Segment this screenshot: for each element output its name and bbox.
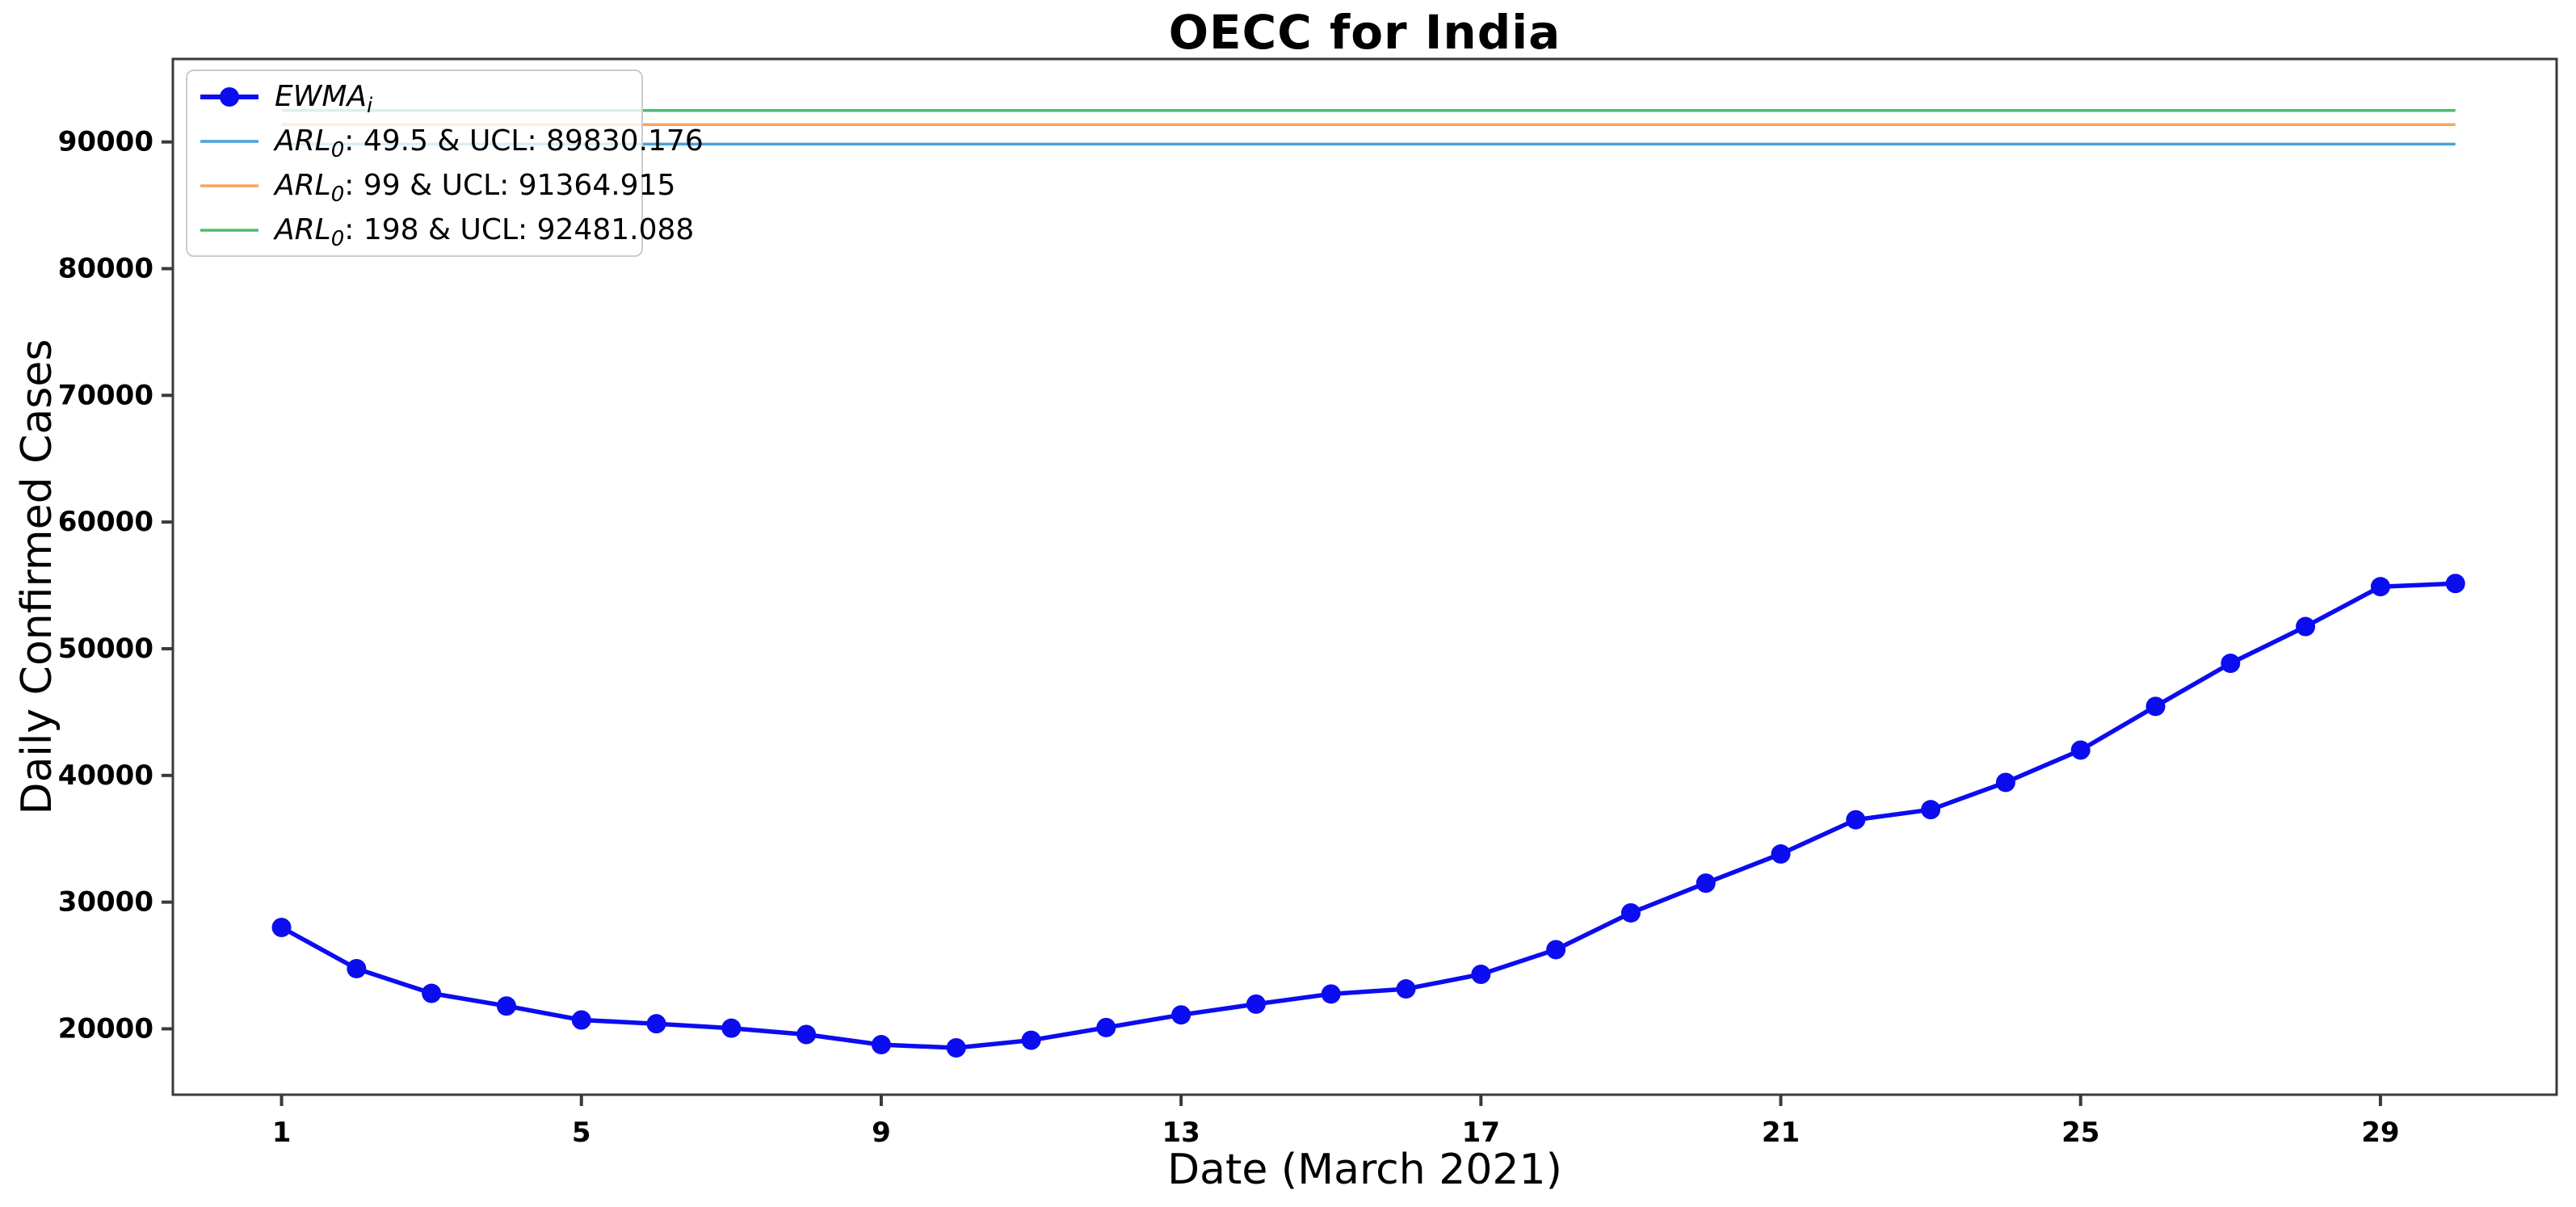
ewma-point xyxy=(422,983,442,1003)
chart-title: OECC for India xyxy=(1168,5,1561,60)
ewma-point xyxy=(271,917,292,937)
ewma-point xyxy=(1546,940,1566,960)
ewma-point xyxy=(1921,800,1941,820)
legend-line-icon xyxy=(200,228,258,232)
ewma-point xyxy=(2145,696,2166,717)
ewma-point xyxy=(871,1035,891,1055)
ewma-point xyxy=(2370,577,2390,597)
legend-entry-ucl-99: ARL0: 99 & UCL: 91364.915 xyxy=(187,164,675,208)
x-tick-label: 5 xyxy=(572,1117,591,1149)
ewma-point xyxy=(721,1018,742,1038)
legend-label: ARL0: 99 & UCL: 91364.915 xyxy=(275,169,676,207)
ewma-point xyxy=(1096,1017,1116,1037)
ewma-point xyxy=(1021,1030,1041,1050)
legend-label: EWMAi xyxy=(275,80,373,118)
ewma-point xyxy=(946,1037,966,1058)
ewma-point xyxy=(347,958,367,978)
ewma-point xyxy=(1995,772,2015,793)
y-axis-label: Daily Confirmed Cases xyxy=(13,339,61,815)
ewma-line xyxy=(280,581,2456,1050)
ewma-point xyxy=(1471,965,1491,985)
ewma-point xyxy=(496,996,516,1016)
y-tick-label: 80000 xyxy=(58,253,153,285)
legend-line-icon xyxy=(200,139,258,143)
ewma-point xyxy=(646,1014,666,1034)
legend-entry-ucl-49-5: ARL0: 49.5 & UCL: 89830.176 xyxy=(187,120,704,163)
x-tick-label: 17 xyxy=(1462,1117,1500,1149)
x-tick-label: 9 xyxy=(872,1117,891,1149)
ewma-point xyxy=(1321,984,1341,1004)
x-tick-label: 25 xyxy=(2061,1117,2099,1149)
legend-label: ARL0: 49.5 & UCL: 89830.176 xyxy=(275,124,704,162)
ewma-point xyxy=(2070,740,2091,760)
ewma-point xyxy=(1771,844,1791,864)
ewma-point xyxy=(2445,574,2465,594)
legend-entry-ewma: EWMAi xyxy=(187,75,641,119)
ewma-point xyxy=(1620,902,1641,923)
ewma-point xyxy=(1171,1005,1191,1025)
y-tick-label: 40000 xyxy=(58,759,153,792)
x-tick-label: 13 xyxy=(1162,1117,1200,1149)
legend-entry-ucl-198: ARL0: 198 & UCL: 92481.088 xyxy=(187,208,694,252)
y-tick-label: 60000 xyxy=(58,506,153,538)
y-tick-label: 30000 xyxy=(58,886,153,919)
ewma-point xyxy=(1246,994,1266,1014)
ewma-point xyxy=(1396,979,1416,999)
plot-border xyxy=(171,57,2558,1096)
y-tick-label: 50000 xyxy=(58,633,153,665)
legend: EWMAi ARL0: 49.5 & UCL: 89830.176 ARL0: 99… xyxy=(186,69,704,257)
legend-label: ARL0: 198 & UCL: 92481.088 xyxy=(275,213,695,251)
ewma-point xyxy=(2296,616,2316,637)
ewma-point xyxy=(571,1010,591,1030)
x-tick-label: 29 xyxy=(2361,1117,2399,1149)
x-tick-label: 1 xyxy=(272,1117,292,1149)
ewma-point xyxy=(796,1024,817,1045)
y-tick-label: 20000 xyxy=(58,1012,153,1045)
legend-line-icon xyxy=(200,183,258,187)
ewma-point xyxy=(1696,873,1716,894)
y-tick-label: 90000 xyxy=(58,126,153,158)
ewma-point xyxy=(2221,654,2241,674)
x-axis-label: Date (March 2021) xyxy=(1167,1146,1562,1194)
ewma-point xyxy=(1846,810,1866,830)
legend-line-marker-icon xyxy=(200,86,258,107)
x-tick-label: 21 xyxy=(1762,1117,1800,1149)
y-tick-label: 70000 xyxy=(58,379,153,411)
